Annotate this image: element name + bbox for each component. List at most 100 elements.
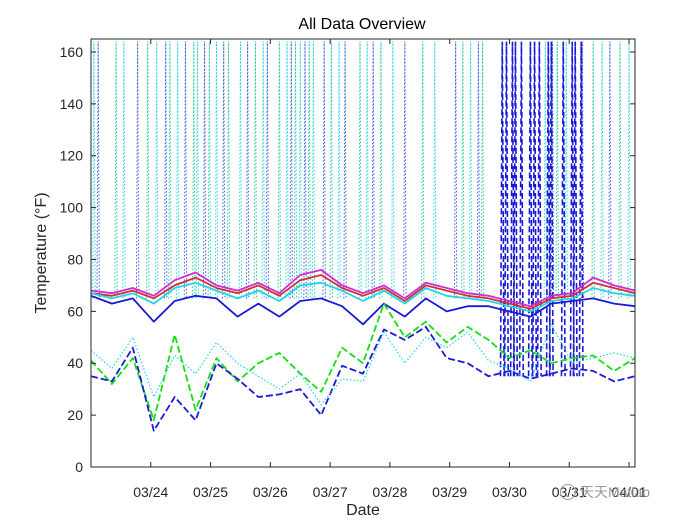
spike-mark bbox=[226, 41, 231, 299]
spike-mark bbox=[518, 41, 525, 377]
chart-title: All Data Overview bbox=[298, 16, 426, 33]
x-tick-label: 03/27 bbox=[313, 484, 348, 500]
spike-mark bbox=[303, 41, 307, 299]
spike-group bbox=[92, 41, 631, 299]
spike-mark bbox=[499, 41, 505, 377]
spike-mark bbox=[572, 41, 578, 377]
spike-mark bbox=[391, 41, 395, 299]
spike-mark bbox=[536, 41, 542, 377]
spike-mark bbox=[183, 41, 188, 299]
spike-mark bbox=[600, 41, 604, 299]
spike-mark bbox=[618, 41, 622, 299]
series-line bbox=[91, 274, 635, 310]
spike-mark bbox=[164, 41, 168, 299]
spike-mark bbox=[555, 41, 559, 299]
spike-mark bbox=[560, 41, 566, 377]
spike-mark bbox=[371, 41, 375, 299]
y-tick-label: 80 bbox=[67, 251, 83, 267]
spike-mark bbox=[379, 41, 383, 299]
watermark: 天天Matlab bbox=[560, 482, 650, 502]
spike-mark bbox=[307, 41, 311, 299]
spike-mark bbox=[569, 41, 575, 377]
spike-mark bbox=[322, 41, 326, 299]
y-tick-label: 20 bbox=[67, 407, 83, 423]
spike-mark bbox=[222, 41, 226, 299]
spike-mark bbox=[531, 41, 538, 377]
spike-mark bbox=[114, 41, 118, 299]
x-tick-label: 03/29 bbox=[432, 484, 467, 500]
x-tick-label: 03/28 bbox=[372, 484, 407, 500]
spike-mark bbox=[421, 41, 425, 299]
spike-mark bbox=[550, 41, 555, 299]
spike-mark bbox=[146, 41, 150, 299]
spike-mark bbox=[527, 41, 533, 377]
data-layer bbox=[91, 41, 635, 432]
spike-mark bbox=[578, 41, 584, 377]
spike-mark bbox=[135, 41, 140, 299]
spike-mark bbox=[195, 41, 200, 299]
spike-mark bbox=[122, 41, 126, 299]
series-line bbox=[91, 294, 635, 326]
x-axis-label: Date bbox=[346, 502, 380, 519]
spike-mark bbox=[277, 41, 282, 299]
x-tick-label: 03/25 bbox=[193, 484, 228, 500]
y-tick-label: 100 bbox=[60, 200, 84, 216]
spike-mark bbox=[365, 41, 369, 299]
spike-mark bbox=[293, 41, 298, 299]
spike-mark bbox=[175, 41, 180, 299]
spike-mark bbox=[238, 41, 243, 299]
spike-mark bbox=[480, 41, 485, 299]
spike-mark bbox=[245, 41, 250, 299]
spike-mark bbox=[168, 41, 172, 299]
x-tick-label: 03/24 bbox=[133, 484, 168, 500]
spike-mark bbox=[591, 41, 595, 299]
y-tick-label: 160 bbox=[60, 44, 84, 60]
wechat-icon bbox=[560, 484, 576, 500]
spike-mark bbox=[214, 41, 219, 299]
spike-mark bbox=[545, 41, 551, 377]
spike-mark bbox=[285, 41, 289, 299]
y-tick-label: 40 bbox=[67, 355, 83, 371]
series-line bbox=[91, 281, 635, 313]
spike-mark bbox=[468, 41, 473, 299]
spike-mark bbox=[343, 41, 347, 299]
spike-mark bbox=[509, 41, 516, 377]
y-tick-label: 0 bbox=[75, 459, 83, 475]
y-tick-label: 140 bbox=[60, 96, 84, 112]
spike-mark bbox=[155, 41, 159, 299]
x-tick-label: 03/30 bbox=[492, 484, 527, 500]
spike-mark bbox=[192, 41, 196, 299]
spike-mark bbox=[503, 41, 510, 377]
plot-area-border bbox=[90, 38, 636, 468]
series-line bbox=[91, 302, 635, 422]
spike-mark bbox=[358, 41, 362, 299]
series-line bbox=[91, 269, 635, 308]
spike-mark bbox=[433, 41, 437, 299]
series-line bbox=[91, 326, 635, 432]
spike-mark bbox=[92, 41, 96, 299]
spike-mark bbox=[476, 41, 481, 299]
spike-mark bbox=[289, 41, 293, 299]
spike-mark bbox=[96, 41, 100, 299]
spike-mark bbox=[253, 41, 258, 299]
spike-mark bbox=[298, 41, 302, 299]
x-tick-label: 03/26 bbox=[253, 484, 288, 500]
y-tick-label: 60 bbox=[67, 303, 83, 319]
spike-mark bbox=[453, 41, 458, 299]
spike-mark bbox=[543, 41, 548, 299]
spike-mark bbox=[261, 41, 265, 299]
x-tick-label: 04/01 bbox=[611, 484, 646, 500]
y-axis-label: Temperature (°F) bbox=[33, 192, 50, 313]
spike-mark bbox=[329, 41, 334, 299]
y-tick-label: 120 bbox=[60, 148, 84, 164]
spike-mark bbox=[202, 41, 207, 299]
spike-mark bbox=[403, 41, 407, 299]
ticks-layer: 0 20 40 60 80 100 120 140 160 03/24 03/25 03/26 03/2… bbox=[60, 39, 647, 500]
watermark-text: 天天Matlab bbox=[580, 484, 651, 500]
spike-mark bbox=[608, 41, 612, 299]
spike-mark bbox=[311, 41, 316, 299]
spike-mark bbox=[265, 41, 270, 299]
spike-group bbox=[499, 41, 584, 377]
